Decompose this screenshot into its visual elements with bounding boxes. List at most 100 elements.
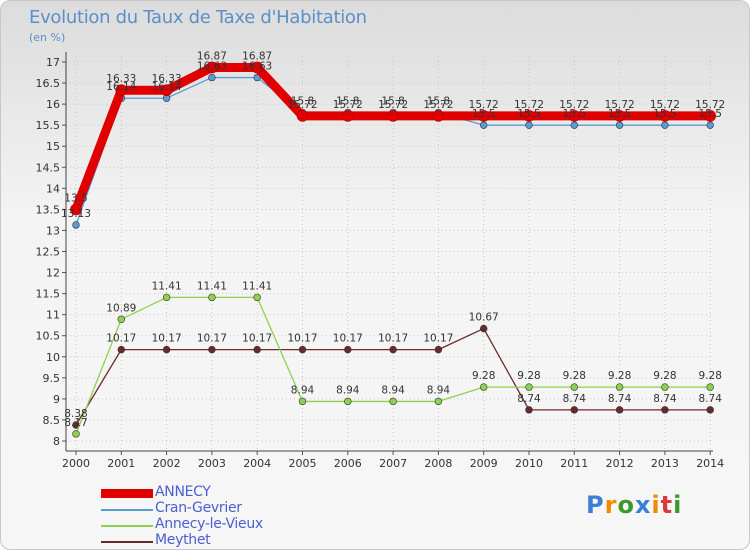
data-label: 8.94 bbox=[427, 384, 451, 396]
y-tick-label: 15 bbox=[46, 140, 60, 153]
data-label: 15.72 bbox=[378, 99, 408, 111]
data-point bbox=[72, 221, 80, 229]
brand-letter: t bbox=[660, 491, 674, 519]
data-label: 15.5 bbox=[653, 108, 676, 120]
legend-item: Cran-Gevrier bbox=[101, 500, 321, 517]
data-point bbox=[706, 383, 714, 391]
data-point bbox=[434, 345, 443, 354]
y-tick-label: 13.5 bbox=[36, 203, 61, 216]
legend-item: Meythet bbox=[101, 532, 321, 549]
data-point bbox=[613, 110, 626, 122]
data-point bbox=[570, 383, 578, 391]
y-tick-label: 16 bbox=[46, 98, 60, 111]
data-point bbox=[251, 61, 264, 74]
data-label: 8.74 bbox=[608, 393, 632, 405]
y-tick-label: 14 bbox=[46, 182, 60, 195]
data-point bbox=[160, 84, 173, 97]
legend-swatch bbox=[101, 509, 153, 511]
data-label: 15.8 bbox=[291, 96, 314, 108]
data-label: 15.72 bbox=[423, 99, 453, 111]
series-line-annecy-le-vieux bbox=[75, 296, 711, 435]
x-tick-label: 2009 bbox=[470, 457, 498, 470]
data-label: 15.8 bbox=[381, 96, 404, 108]
legend-swatch bbox=[101, 489, 153, 498]
x-tick-label: 2013 bbox=[651, 457, 679, 470]
data-point bbox=[615, 121, 624, 129]
data-label: 15.8 bbox=[427, 96, 450, 108]
data-label: 8.38 bbox=[64, 408, 87, 420]
x-tick-label: 2004 bbox=[243, 457, 271, 470]
data-label: 15.72 bbox=[514, 99, 544, 111]
y-tick-label: 9.5 bbox=[43, 372, 61, 385]
data-point bbox=[296, 110, 309, 122]
y-tick-label: 11.5 bbox=[36, 288, 61, 301]
data-label: 15.5 bbox=[608, 108, 631, 120]
brand-logo: Proxiti bbox=[586, 491, 682, 519]
data-point bbox=[480, 121, 488, 129]
brand-letter: i bbox=[673, 491, 683, 519]
data-point bbox=[117, 345, 126, 354]
y-tick-label: 12.5 bbox=[36, 246, 61, 259]
brand-letter: x bbox=[634, 491, 652, 519]
data-point bbox=[70, 203, 82, 216]
data-label: 13.13 bbox=[61, 208, 91, 220]
data-label: 11.41 bbox=[197, 280, 227, 292]
data-label: 9.28 bbox=[653, 370, 676, 382]
y-tick-label: 12 bbox=[46, 267, 60, 280]
data-label: 11.41 bbox=[242, 280, 272, 292]
chart-plot: 8 8.5 9 9.5 10 10.5 11 11.5 12 12.5 13 13.5 14 14.5 15… bbox=[36, 50, 726, 470]
data-point bbox=[661, 383, 669, 391]
data-point bbox=[704, 110, 717, 122]
data-label: 10.17 bbox=[197, 333, 227, 345]
data-point bbox=[432, 110, 445, 122]
data-label: 16.63 bbox=[242, 61, 272, 73]
x-tick-label: 2000 bbox=[62, 457, 90, 470]
chart-legend: ANNECY Cran-Gevrier Annecy-le-Vieux Meythet bbox=[101, 484, 321, 549]
data-point bbox=[298, 345, 307, 354]
data-label: 15.72 bbox=[559, 99, 589, 111]
data-label: 9.28 bbox=[472, 370, 495, 382]
legend-label: Cran-Gevrier bbox=[155, 500, 242, 516]
data-label: 11.41 bbox=[152, 280, 182, 292]
data-label: 16.63 bbox=[197, 61, 227, 73]
legend-label: Annecy-le-Vieux bbox=[155, 516, 263, 532]
data-point bbox=[480, 383, 488, 391]
legend-label: Meythet bbox=[155, 532, 211, 548]
data-label: 15.5 bbox=[517, 108, 540, 120]
chart-unit-label: (en %) bbox=[29, 31, 66, 44]
data-point bbox=[525, 383, 533, 391]
data-label: 8.94 bbox=[381, 384, 405, 396]
data-point bbox=[253, 293, 261, 302]
data-label: 15.72 bbox=[695, 99, 725, 111]
data-point bbox=[162, 345, 171, 354]
data-point bbox=[115, 84, 128, 97]
y-tick-label: 10.5 bbox=[36, 330, 61, 343]
data-point bbox=[208, 345, 216, 354]
data-label: 16.14 bbox=[106, 81, 136, 93]
x-tick-label: 2011 bbox=[560, 457, 588, 470]
legend-item: ANNECY bbox=[101, 484, 321, 501]
data-label: 16.33 bbox=[106, 73, 136, 85]
data-label: 10.17 bbox=[287, 333, 317, 345]
data-point bbox=[72, 430, 80, 438]
legend-swatch bbox=[101, 541, 153, 543]
data-point bbox=[298, 397, 307, 406]
data-label: 15.72 bbox=[469, 99, 499, 111]
y-tick-label: 11 bbox=[46, 309, 60, 322]
chart-title: Evolution du Taux de Taxe d'Habitation bbox=[29, 7, 367, 28]
legend-swatch bbox=[101, 525, 153, 527]
data-point bbox=[477, 110, 490, 122]
x-tick-label: 2001 bbox=[107, 457, 135, 470]
data-label: 10.17 bbox=[423, 333, 453, 345]
data-label: 10.67 bbox=[469, 312, 499, 324]
data-label: 8.94 bbox=[336, 384, 360, 396]
data-label: 15.72 bbox=[605, 99, 635, 111]
data-label: 8.17 bbox=[64, 417, 87, 429]
legend-item: Annecy-le-Vieux bbox=[101, 516, 321, 533]
data-label: 10.17 bbox=[242, 333, 272, 345]
brand-letter: o bbox=[617, 491, 635, 519]
data-point bbox=[525, 406, 533, 414]
y-tick-label: 17 bbox=[46, 56, 60, 69]
data-point bbox=[615, 406, 624, 414]
